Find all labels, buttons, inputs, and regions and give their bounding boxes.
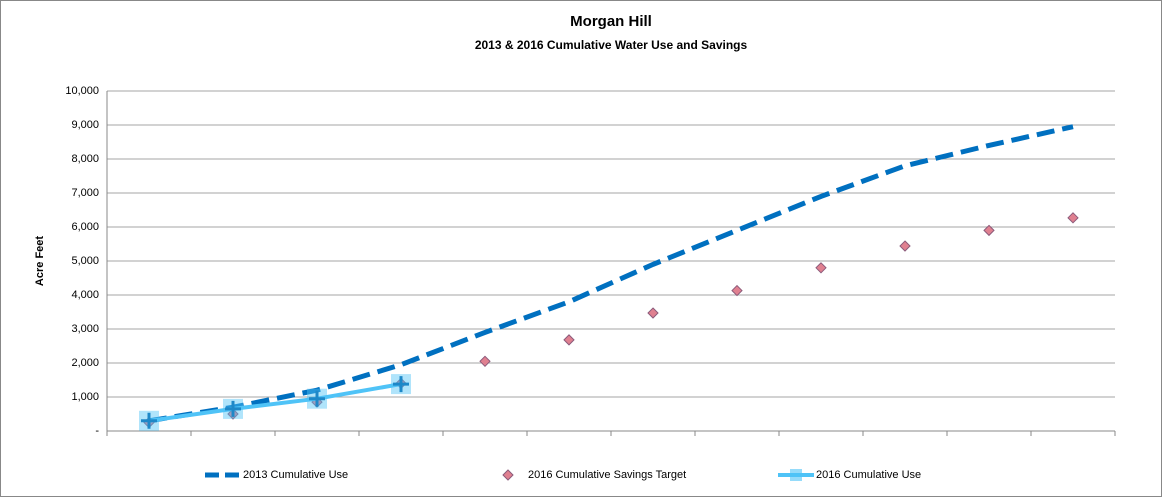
marker	[815, 262, 827, 274]
y-tick-label: 3,000	[71, 323, 99, 335]
marker	[899, 240, 911, 252]
y-tick-label: 2,000	[71, 357, 99, 369]
y-tick-label: 9,000	[71, 119, 99, 131]
chart-title: Morgan Hill	[570, 13, 652, 30]
y-tick-label: 4,000	[71, 289, 99, 301]
marker	[983, 224, 995, 237]
marker-cross	[309, 390, 325, 407]
marker-cross	[141, 412, 157, 429]
series-line	[148, 382, 402, 423]
marker	[563, 334, 575, 346]
y-tick-label: 1,000	[71, 391, 99, 403]
series-line	[148, 124, 1074, 424]
marker	[1067, 212, 1079, 224]
marker	[502, 469, 514, 481]
marker	[731, 284, 743, 297]
legend-label: 2016 Cumulative Use	[816, 469, 921, 481]
y-tick-label: 6,000	[71, 221, 99, 233]
legend-label: 2016 Cumulative Savings Target	[528, 469, 686, 481]
marker-cross	[225, 400, 241, 417]
y-axis-label: Acre Feet	[34, 236, 46, 286]
y-tick-label: 8,000	[71, 153, 99, 165]
y-tick-label: 7,000	[71, 187, 99, 199]
legend-swatch	[790, 469, 802, 481]
chart-subtitle: 2013 & 2016 Cumulative Water Use and Sav…	[475, 38, 748, 52]
y-tick-label: 10,000	[65, 85, 99, 97]
y-tick-label: 5,000	[71, 255, 99, 267]
marker	[647, 307, 659, 319]
y-tick-label: -	[95, 425, 99, 437]
marker	[479, 355, 491, 368]
marker-cross	[393, 376, 409, 393]
legend-label: 2013 Cumulative Use	[243, 469, 348, 481]
